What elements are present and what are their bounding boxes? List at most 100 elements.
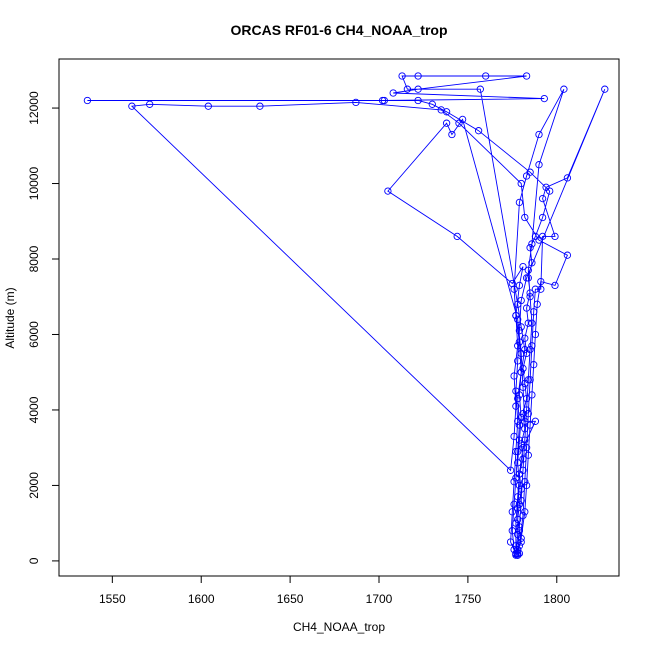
data-point: [476, 85, 484, 93]
data-point: [458, 115, 467, 124]
data-point: [521, 213, 529, 222]
data-point: [522, 72, 531, 80]
data-point: [514, 459, 522, 467]
x-axis-label: CH4_NOAA_trop: [293, 620, 385, 634]
data-point: [515, 327, 524, 335]
data-point: [524, 410, 532, 418]
data-point: [512, 447, 520, 456]
data-point: [515, 421, 524, 429]
data-point: [506, 466, 515, 474]
data-point: [83, 96, 92, 105]
data-point: [508, 508, 516, 516]
data-point: [526, 244, 534, 252]
data-point: [531, 330, 540, 339]
data-point: [517, 349, 525, 358]
data-point: [538, 194, 547, 203]
data-point: [517, 485, 525, 493]
data-point: [560, 85, 568, 93]
data-point: [528, 342, 536, 350]
data-point: [515, 542, 524, 550]
y-tick-label: 0: [27, 557, 41, 564]
data-point: [528, 240, 536, 248]
data-point: [514, 417, 522, 425]
data-point: [522, 444, 531, 452]
chart-title: ORCAS RF01-6 CH4_NOAA_trop: [230, 22, 447, 38]
y-axis: 0 2000 4000 6000 8000 10000 12000: [27, 91, 60, 564]
data-point: [508, 279, 516, 288]
x-tick-label: 1700: [366, 592, 393, 606]
data-point: [512, 311, 520, 320]
data-point: [530, 361, 538, 369]
data-point: [514, 493, 522, 501]
data-point: [514, 545, 522, 554]
data-point: [512, 542, 520, 550]
data-point: [403, 85, 412, 93]
data-point: [389, 89, 397, 97]
data-point: [528, 319, 536, 327]
data-point: [524, 319, 532, 327]
data-point: [517, 323, 525, 331]
data-point: [521, 425, 529, 433]
data-point: [522, 304, 531, 312]
data-point: [398, 72, 406, 80]
data-point: [526, 345, 534, 354]
data-point: [512, 550, 520, 558]
data-point: [146, 100, 154, 108]
y-tick-label: 8000: [27, 245, 41, 272]
data-point: [508, 527, 516, 535]
x-tick-label: 1650: [277, 592, 304, 606]
data-point: [515, 338, 524, 346]
data-point: [510, 432, 518, 441]
data-point: [256, 102, 264, 110]
data-point: [512, 402, 520, 410]
data-point: [526, 421, 534, 429]
y-tick-label: 4000: [27, 396, 41, 423]
data-point: [128, 102, 136, 110]
data-point: [528, 259, 536, 267]
data-point: [515, 470, 524, 478]
y-tick-label: 2000: [27, 472, 41, 499]
data-point: [474, 127, 483, 135]
data-point: [521, 508, 529, 516]
data-point: [531, 417, 540, 425]
data-point: [522, 481, 531, 490]
data-point: [535, 161, 543, 169]
data-point: [540, 94, 548, 103]
data-point: [482, 72, 490, 80]
data-point: [204, 102, 212, 110]
data-point: [515, 527, 524, 535]
data-point: [551, 281, 559, 290]
data-point: [515, 481, 524, 490]
y-tick-label: 10000: [27, 167, 41, 201]
data-point: [515, 436, 524, 444]
y-tick-label: 12000: [27, 91, 41, 125]
plot-frame: [58, 58, 620, 577]
data-point: [453, 232, 461, 241]
data-point: [512, 387, 520, 395]
data-point: [514, 515, 522, 524]
data-point: [521, 417, 529, 425]
data-point: [448, 130, 456, 139]
data-point: [542, 183, 550, 191]
data-point: [522, 406, 531, 414]
data-point: [442, 119, 451, 127]
data-point: [512, 519, 520, 527]
data-point: [514, 394, 522, 403]
x-axis: 1550 1600 1650 1700 1750 1800: [99, 575, 570, 606]
data-point: [517, 538, 525, 546]
data-point: [519, 262, 527, 271]
data-point: [521, 478, 529, 486]
data-point: [563, 174, 572, 182]
data-point: [517, 296, 525, 305]
data-point: [515, 198, 524, 207]
data-point: [514, 342, 522, 350]
data-point: [352, 98, 360, 107]
data-point: [414, 72, 422, 80]
x-tick-label: 1600: [188, 592, 215, 606]
data-point: [551, 232, 559, 241]
data-point: [524, 266, 532, 274]
data-point: [506, 538, 515, 546]
data-point: [524, 451, 532, 459]
data-point: [524, 376, 532, 384]
data-point: [414, 96, 422, 105]
